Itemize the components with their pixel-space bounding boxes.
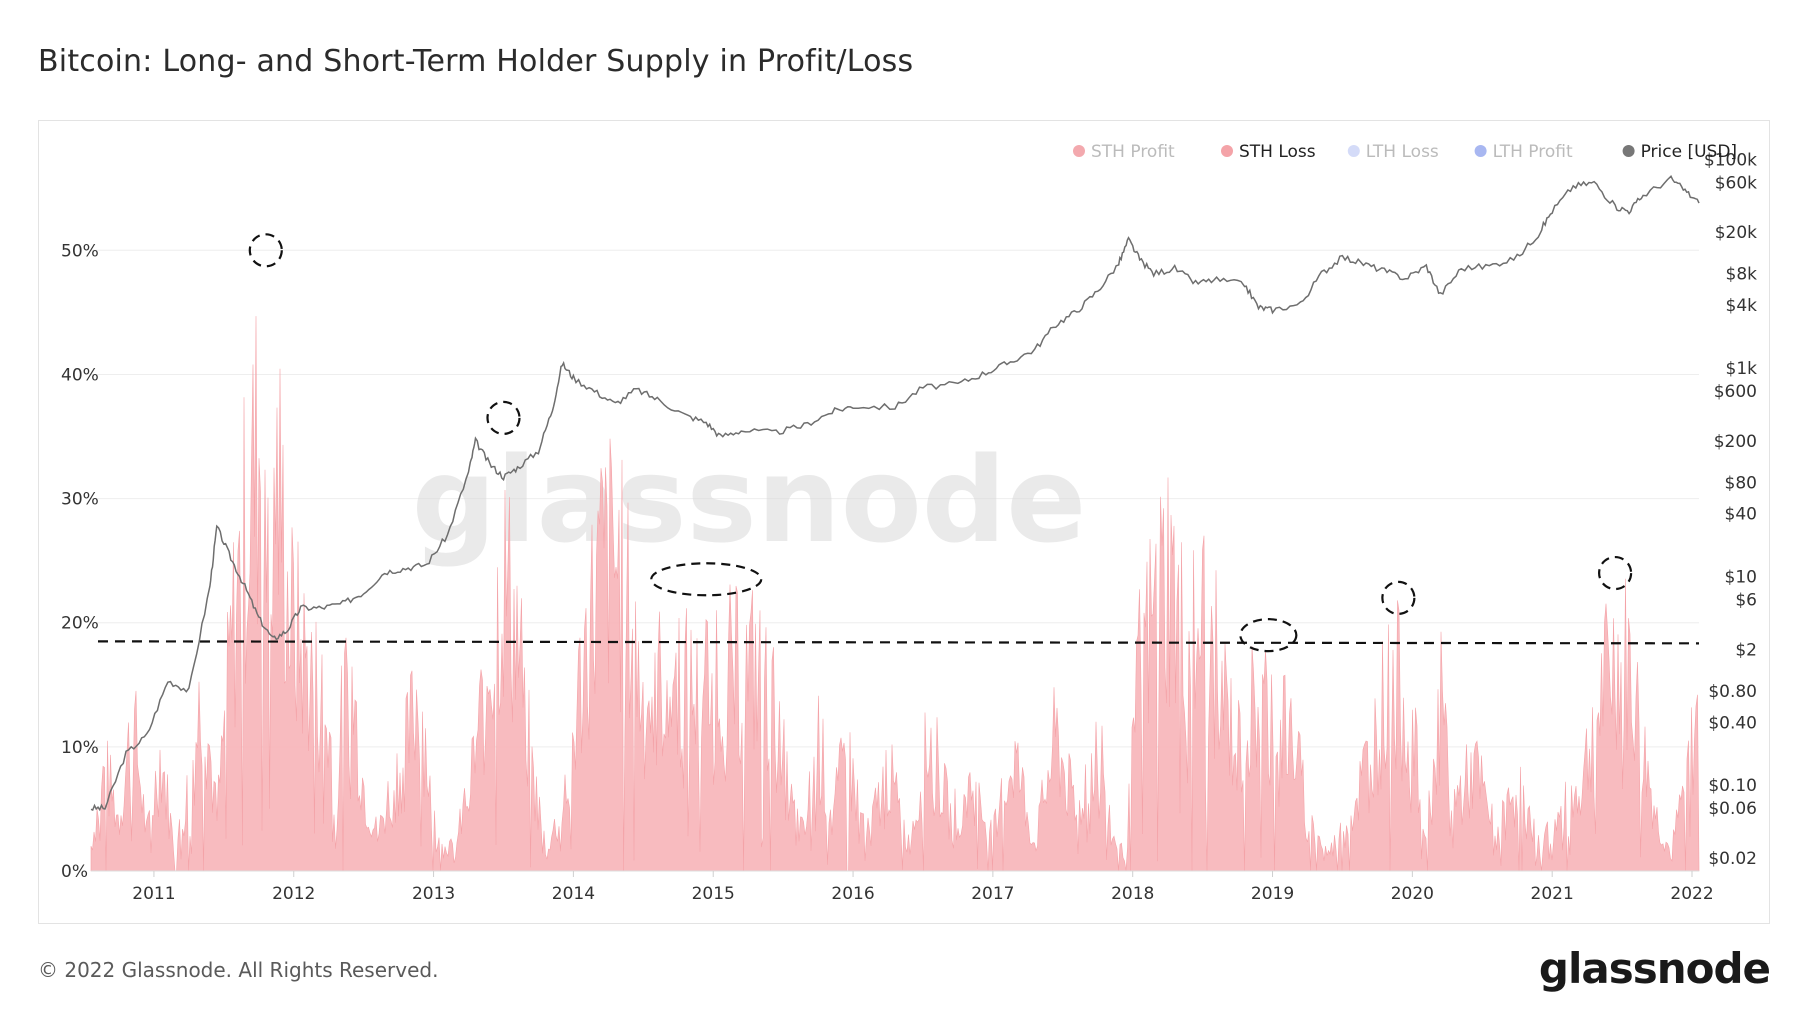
legend-marker bbox=[1474, 145, 1487, 157]
copyright-text: © 2022 Glassnode. All Rights Reserved. bbox=[38, 958, 439, 982]
x-tick-label: 2011 bbox=[132, 884, 175, 904]
y-left-tick: 10% bbox=[61, 738, 99, 758]
peak-circle-annotation bbox=[1598, 555, 1633, 591]
y-axis-right: $0.02 $0.06 $0.10 $0.40 $0.80 $2 $6 $10 $40 $80 $2… bbox=[1704, 150, 1757, 869]
y-right-tick: $40 bbox=[1725, 505, 1757, 525]
legend-marker bbox=[1622, 145, 1635, 157]
x-tick-label: 2016 bbox=[831, 884, 874, 904]
sth-loss-area bbox=[90, 316, 1700, 872]
y-right-tick: $8k bbox=[1726, 265, 1758, 285]
y-right-tick: $100k bbox=[1704, 150, 1757, 170]
legend-item[interactable]: LTH Profit bbox=[1474, 142, 1573, 162]
y-right-tick: $10 bbox=[1725, 567, 1757, 587]
y-right-tick: $60k bbox=[1715, 173, 1757, 193]
price-line bbox=[90, 175, 1700, 812]
y-left-tick: 20% bbox=[61, 614, 99, 634]
x-tick-label: 2015 bbox=[692, 884, 735, 904]
y-left-tick: 40% bbox=[61, 365, 99, 385]
legend-item[interactable]: STH Loss bbox=[1221, 142, 1316, 162]
threshold-dashed-line bbox=[97, 640, 1700, 645]
x-tick-label: 2013 bbox=[412, 884, 455, 904]
legend-item[interactable]: STH Profit bbox=[1073, 142, 1175, 162]
y-right-tick: $4k bbox=[1726, 296, 1758, 316]
y-left-tick: 0% bbox=[61, 862, 88, 882]
y-right-tick: $200 bbox=[1714, 432, 1757, 452]
y-right-tick: $0.02 bbox=[1708, 849, 1757, 869]
x-tick-label: 2014 bbox=[552, 884, 595, 904]
chart-frame: glassnode 0% 10% 20% 30% 40% 50% $0.02 $0.06 $0… bbox=[38, 120, 1770, 924]
legend-label: LTH Loss bbox=[1366, 142, 1439, 162]
y-left-tick: 30% bbox=[61, 490, 99, 510]
chart-title: Bitcoin: Long- and Short-Term Holder Sup… bbox=[38, 44, 914, 79]
y-right-tick: $0.06 bbox=[1708, 799, 1757, 819]
y-right-tick: $0.40 bbox=[1708, 713, 1757, 733]
y-right-tick: $1k bbox=[1726, 359, 1758, 379]
x-tick-label: 2017 bbox=[971, 884, 1014, 904]
peak-circle-annotation bbox=[248, 233, 283, 268]
legend: STH Profit STH Loss LTH Loss LTH Profit Pric… bbox=[1073, 142, 1737, 162]
legend-item[interactable]: LTH Loss bbox=[1347, 142, 1439, 162]
legend-label: STH Profit bbox=[1091, 142, 1175, 162]
peak-circle-annotation bbox=[1381, 580, 1416, 615]
y-right-tick: $0.10 bbox=[1708, 776, 1757, 796]
legend-marker bbox=[1347, 145, 1360, 157]
annotations bbox=[97, 233, 1700, 653]
y-axis-left: 0% 10% 20% 30% 40% 50% bbox=[61, 241, 99, 882]
legend-marker bbox=[1073, 145, 1085, 157]
x-tick-label: 2019 bbox=[1251, 884, 1294, 904]
peak-circle-annotation bbox=[650, 562, 763, 597]
legend-item[interactable]: Price [USD] bbox=[1622, 142, 1737, 162]
brand-logo: glassnode bbox=[1538, 944, 1771, 993]
legend-label: Price [USD] bbox=[1641, 142, 1737, 162]
legend-label: LTH Profit bbox=[1493, 142, 1573, 162]
y-right-tick: $0.80 bbox=[1708, 682, 1757, 702]
peak-circle-annotation bbox=[1239, 618, 1298, 653]
watermark: glassnode bbox=[412, 431, 1087, 569]
legend-label: STH Loss bbox=[1239, 142, 1316, 162]
x-tick-label: 2022 bbox=[1670, 884, 1713, 904]
legend-marker bbox=[1221, 145, 1233, 157]
peak-circle-annotation bbox=[486, 400, 521, 435]
x-tick-label: 2018 bbox=[1111, 884, 1154, 904]
x-tick-label: 2021 bbox=[1531, 884, 1574, 904]
x-tick-label: 2012 bbox=[272, 884, 315, 904]
y-right-tick: $80 bbox=[1725, 473, 1757, 493]
price-series-line bbox=[90, 175, 1700, 812]
y-left-tick: 50% bbox=[61, 241, 99, 261]
y-right-tick: $20k bbox=[1715, 223, 1757, 243]
x-tick-label: 2020 bbox=[1391, 884, 1434, 904]
x-axis: 2011 2012 2013 2014 2015 2016 2017 2018 2019 2020… bbox=[91, 870, 1714, 904]
sth-loss-area-path bbox=[90, 316, 1700, 872]
chart-svg: glassnode 0%10%20%30%40%50% $0.02$0.06$0… bbox=[61, 142, 1757, 904]
y-right-tick: $6 bbox=[1735, 591, 1757, 611]
y-right-tick: $600 bbox=[1714, 382, 1757, 402]
y-right-tick: $2 bbox=[1735, 640, 1757, 660]
